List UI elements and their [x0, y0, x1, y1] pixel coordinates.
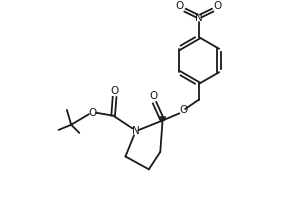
Text: N: N [132, 126, 139, 136]
Text: O: O [110, 86, 119, 96]
Text: O: O [213, 1, 222, 11]
Text: N: N [195, 13, 203, 23]
Text: O: O [149, 91, 157, 101]
Text: O: O [176, 1, 184, 11]
Text: O: O [179, 106, 187, 116]
Text: O: O [88, 108, 97, 118]
